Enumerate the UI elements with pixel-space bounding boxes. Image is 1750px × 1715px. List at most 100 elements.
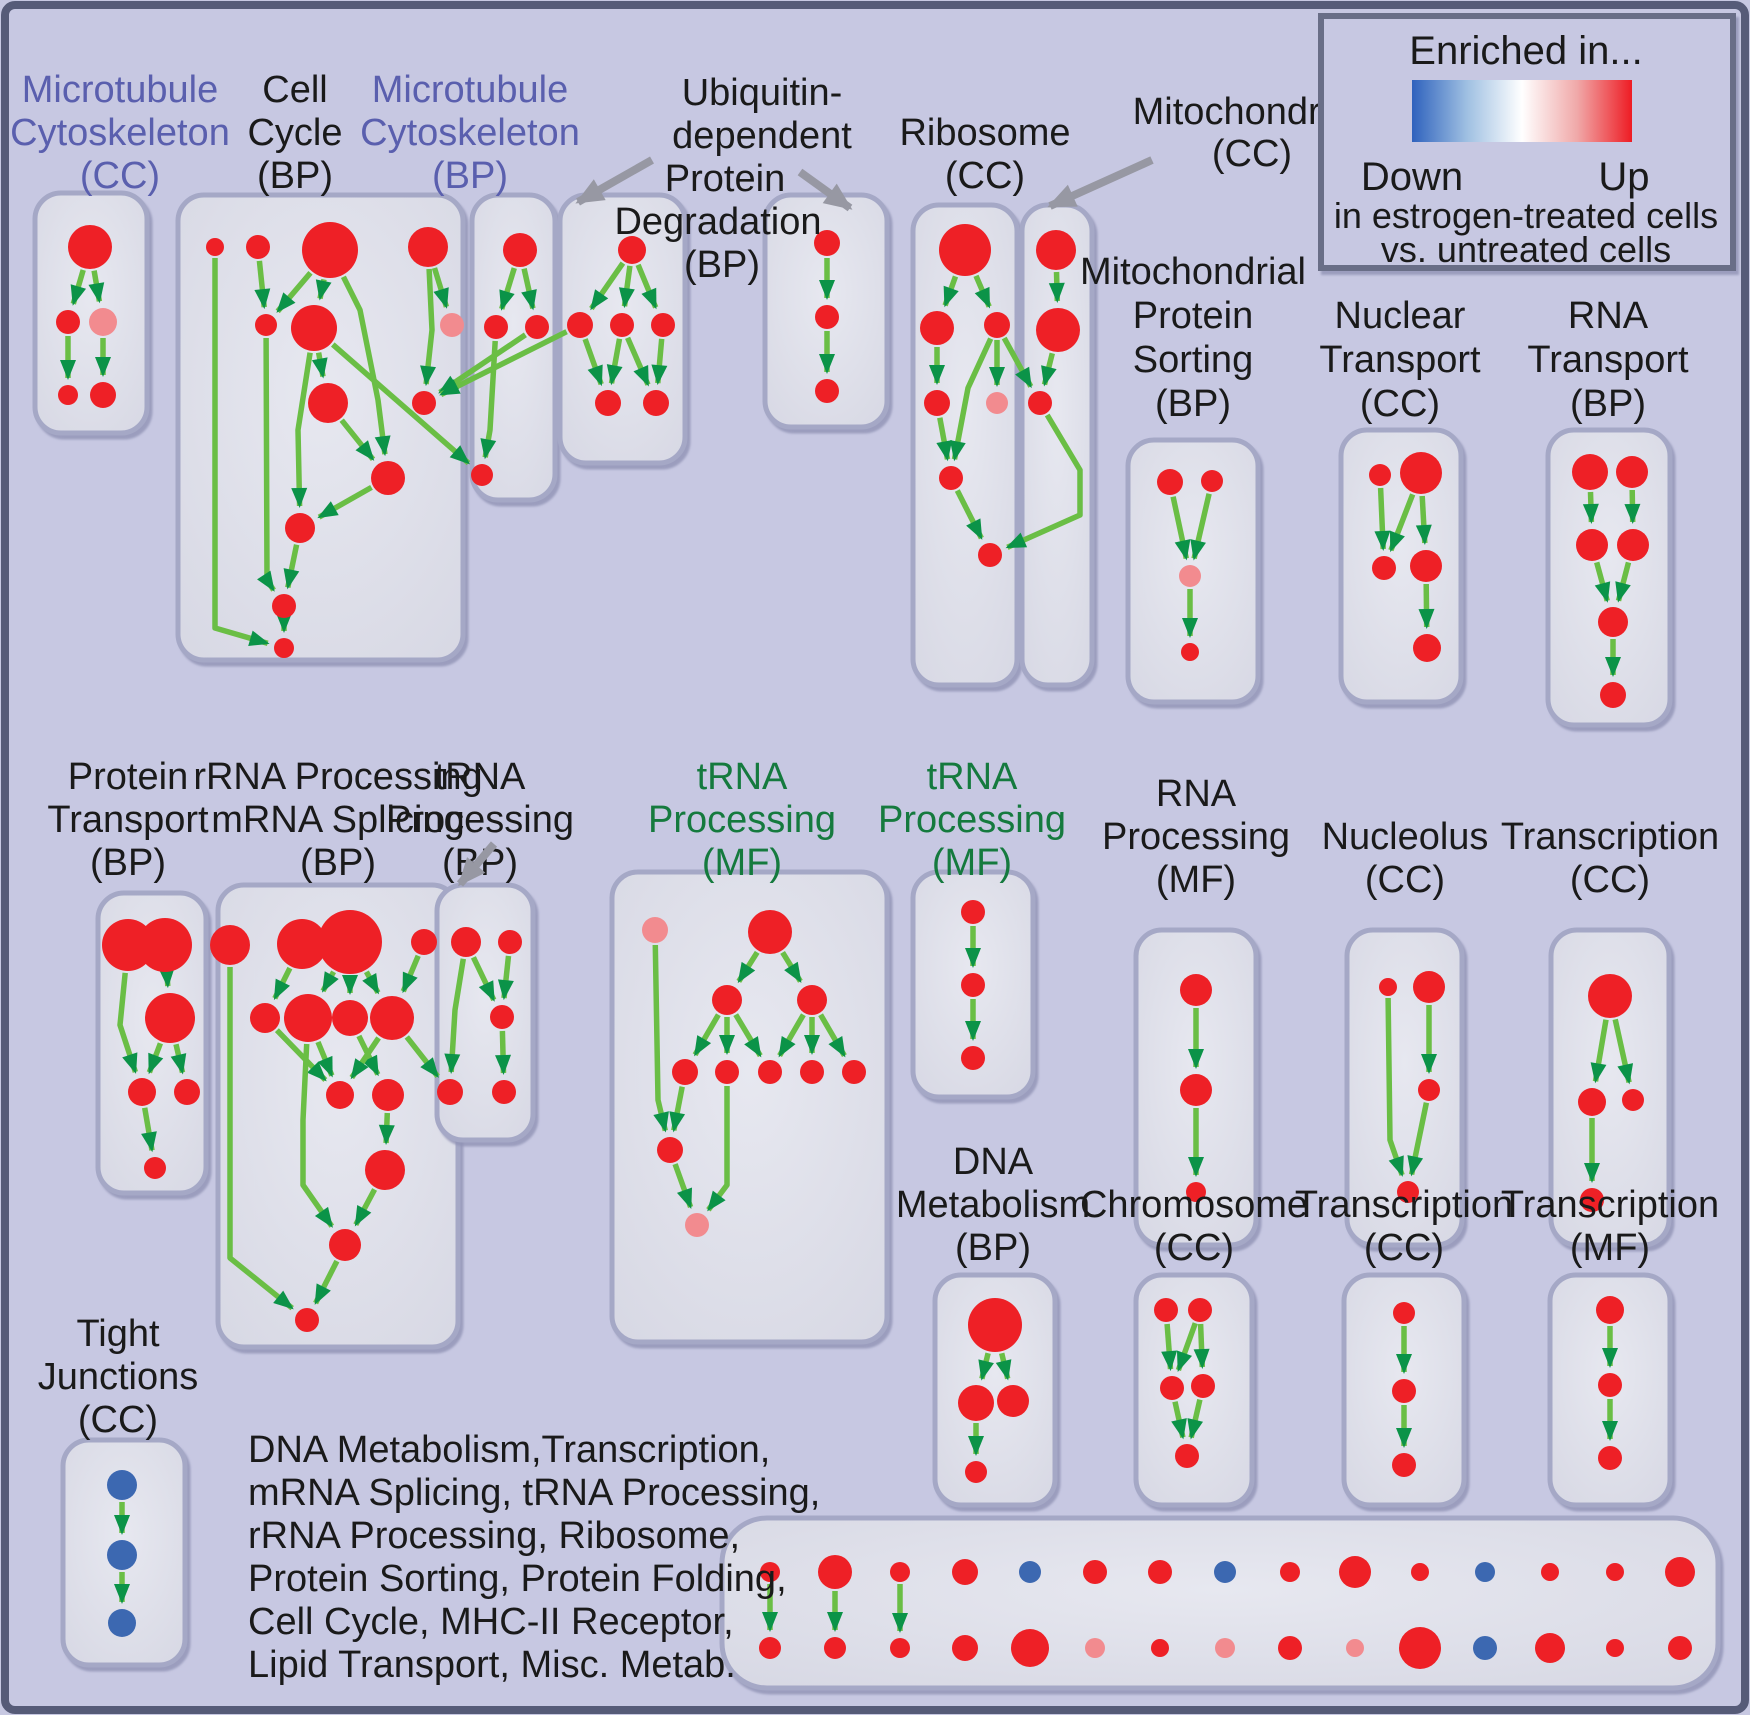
trna-processing-bp-node-3 bbox=[437, 1079, 463, 1105]
rna-transport-bp-node-0 bbox=[1572, 454, 1608, 490]
trna-processing-mf-large-node-4 bbox=[672, 1059, 698, 1085]
cell-cycle-bp-node-2 bbox=[302, 222, 358, 278]
nuclear-transport-cc-node-2 bbox=[1372, 556, 1396, 580]
trna-processing-mf-large-node-5 bbox=[715, 1060, 739, 1084]
mitochondrial-protein-sorting-bp-node-2 bbox=[1179, 565, 1201, 587]
chromosome-cc-node-0 bbox=[1154, 1298, 1178, 1322]
mitochondrion-cc-edge-1 bbox=[1041, 352, 1057, 387]
cluster-label-microtubule-cytoskeleton-bp-line-2: (BP) bbox=[432, 155, 508, 197]
cell-cycle-bp-node-11 bbox=[272, 594, 296, 618]
ubiquitin-dependent-protein-degradation-bp-edge-2 bbox=[635, 263, 659, 310]
cluster-label-cell-cycle-bp-line-2: (BP) bbox=[257, 155, 333, 197]
cluster-label-rna-transport-bp-line-1: Transport bbox=[1527, 339, 1689, 381]
tight-junctions-cc-node-0 bbox=[107, 1470, 137, 1500]
mixed-cluster-text-line-0: DNA Metabolism,Transcription, bbox=[248, 1429, 770, 1471]
chromosome-cc-node-1 bbox=[1188, 1298, 1212, 1322]
trna-processing-mf-large-edge-7 bbox=[818, 1013, 847, 1058]
ribosome-cc-node-0 bbox=[939, 224, 991, 276]
cluster-label-dna-metabolism-bp-line-2: (BP) bbox=[955, 1227, 1031, 1269]
cluster-label-ubiquitin-dependent-protein-degradation-bp-line-2: Protein bbox=[665, 158, 785, 200]
legend-title: Enriched in... bbox=[1409, 29, 1642, 73]
trna-processing-mf-large-node-7 bbox=[800, 1060, 824, 1084]
cluster-label-protein-transport-bp-line-1: Transport bbox=[47, 799, 209, 841]
ribosome-cc-edge-4 bbox=[949, 337, 994, 462]
cluster-label-cell-cycle-bp-line-0: Cell bbox=[262, 69, 327, 111]
cluster-box-transcription-cc-row2 bbox=[1548, 927, 1672, 1248]
cell-cycle-bp-edge-7 bbox=[291, 352, 313, 508]
cluster-box-nuclear-transport-cc bbox=[1338, 427, 1464, 705]
cluster-label-trna-processing-mf-small-line-2: (MF) bbox=[932, 842, 1012, 884]
cell-cycle-bp-node-8 bbox=[412, 391, 436, 415]
cluster-label-mitochondrial-protein-sorting-bp-line-2: Sorting bbox=[1133, 339, 1253, 381]
cluster-label-rrna-processing-mrna-splicing-bp-line-1: mRNA Splicing bbox=[211, 799, 464, 841]
rna-transport-bp-edge-3 bbox=[1615, 561, 1632, 603]
cluster-label-mitochondrial-protein-sorting-bp-line-3: (BP) bbox=[1155, 383, 1231, 425]
cluster-label-dna-metabolism-bp-line-0: DNA bbox=[953, 1141, 1034, 1183]
cell-cycle-bp-node-9 bbox=[371, 461, 405, 495]
ribosome-cc-edge-1 bbox=[973, 274, 992, 309]
cluster-box-dna-metabolism-bp bbox=[932, 1272, 1058, 1508]
bottom-box-top-node-11 bbox=[1475, 1562, 1495, 1582]
chromosome-cc-edge-2 bbox=[1193, 1323, 1210, 1369]
bottom-box-bottom-node-14 bbox=[1668, 1636, 1692, 1660]
bottom-box-top-node-13 bbox=[1606, 1563, 1624, 1581]
bottom-box-bottom-node-5 bbox=[1085, 1638, 1105, 1658]
transcription-cc-row2-node-3 bbox=[1580, 1188, 1604, 1212]
trna-processing-mf-large-edge-0 bbox=[736, 950, 760, 984]
mitochondrial-protein-sorting-bp-edge-1 bbox=[1190, 493, 1212, 561]
cluster-label-ribosome-cc-line-1: (CC) bbox=[945, 155, 1025, 197]
ubiquitin-dependent-protein-degradation-bp-edge-5 bbox=[625, 336, 651, 387]
protein-transport-bp-node-2 bbox=[145, 993, 195, 1043]
nucleolus-cc-edge-2 bbox=[1407, 1102, 1430, 1177]
cluster-label-cell-cycle-bp-line-1: Cycle bbox=[247, 112, 342, 154]
cluster-label-transcription-cc-row2-line-0: Transcription bbox=[1501, 816, 1719, 858]
bottom-box-top-node-7 bbox=[1214, 1561, 1236, 1583]
trna-processing-mf-large-edge-2 bbox=[692, 1013, 721, 1057]
bottom-box-bottom-node-10 bbox=[1399, 1627, 1441, 1669]
rrna-processing-mrna-splicing-bp-node-11 bbox=[329, 1229, 361, 1261]
ubiquitin-dependent-protein-degradation-bp-node-2 bbox=[610, 313, 634, 337]
trna-processing-mf-small-node-1 bbox=[961, 973, 985, 997]
rrna-processing-mrna-splicing-bp-edge-3 bbox=[362, 970, 381, 995]
trna-processing-mf-large-node-8 bbox=[842, 1060, 866, 1084]
nucleolus-cc-node-3 bbox=[1397, 1181, 1419, 1203]
legend-subtitle-line1: in estrogen-treated cells bbox=[1334, 195, 1718, 236]
chromosome-cc-edge-1 bbox=[1175, 1322, 1198, 1372]
trna-processing-mf-large-edge-5 bbox=[777, 1013, 806, 1058]
mitochondrion-cc-edge-0 bbox=[1048, 271, 1065, 303]
mixed-cluster-text-line-2: rRNA Processing, Ribosome, bbox=[248, 1515, 740, 1557]
microtubule-cytoskeleton-bp-node-3 bbox=[471, 464, 493, 486]
ubiquitin-dependent-protein-degradation-bp-edge-6 bbox=[651, 338, 668, 386]
trna-processing-mf-large-edge-11 bbox=[706, 1086, 730, 1212]
cluster-label-microtubule-cytoskeleton-cc-line-0: Microtubule bbox=[22, 69, 218, 111]
cross-edge-cellcycle-to-mtbp-node bbox=[330, 342, 471, 466]
annotation-arrow-ubiquitin-to-chain-box bbox=[797, 168, 853, 212]
cluster-label-nucleolus-cc-line-1: (CC) bbox=[1365, 859, 1445, 901]
cell-cycle-bp-edge-4 bbox=[431, 267, 450, 309]
ubiquitin-dependent-protein-degradation-bp-edge-0 bbox=[589, 261, 626, 311]
microtubule-cytoskeleton-bp-edge-0 bbox=[499, 267, 517, 311]
nuclear-transport-cc-node-0 bbox=[1369, 464, 1391, 486]
cluster-label-mitochondrial-protein-sorting-bp-line-0: Mitochondrial bbox=[1080, 251, 1306, 293]
trna-processing-mf-large-node-3 bbox=[797, 985, 827, 1015]
tight-junctions-cc-node-1 bbox=[107, 1540, 137, 1570]
trna-processing-mf-large-edge-9 bbox=[669, 1086, 686, 1133]
cluster-label-trna-processing-mf-large-line-0: tRNA bbox=[697, 756, 788, 798]
dna-metabolism-bp-edge-0 bbox=[978, 1352, 994, 1381]
cluster-label-trna-processing-mf-small-line-0: tRNA bbox=[927, 756, 1018, 798]
chromosome-cc-edge-4 bbox=[1187, 1398, 1204, 1440]
bottom-box-top-node-3 bbox=[952, 1559, 978, 1585]
transcription-mf-node-0 bbox=[1596, 1296, 1624, 1324]
bottom-box-top-node-6 bbox=[1148, 1560, 1172, 1584]
cluster-label-tight-junctions-cc-line-2: (CC) bbox=[78, 1399, 158, 1441]
rna-transport-bp-edge-1 bbox=[1624, 489, 1641, 524]
cell-cycle-bp-node-10 bbox=[285, 513, 315, 543]
transcription-cc-row3-node-2 bbox=[1392, 1453, 1416, 1477]
mitochondrial-protein-sorting-bp-node-1 bbox=[1201, 470, 1223, 492]
cell-cycle-bp-edge-10 bbox=[283, 544, 300, 590]
nuclear-transport-cc-edge-0 bbox=[1374, 487, 1391, 551]
cell-cycle-bp-edge-5 bbox=[420, 268, 437, 387]
cluster-label-ubiquitin-dependent-protein-degradation-bp-line-4: (BP) bbox=[684, 244, 760, 286]
